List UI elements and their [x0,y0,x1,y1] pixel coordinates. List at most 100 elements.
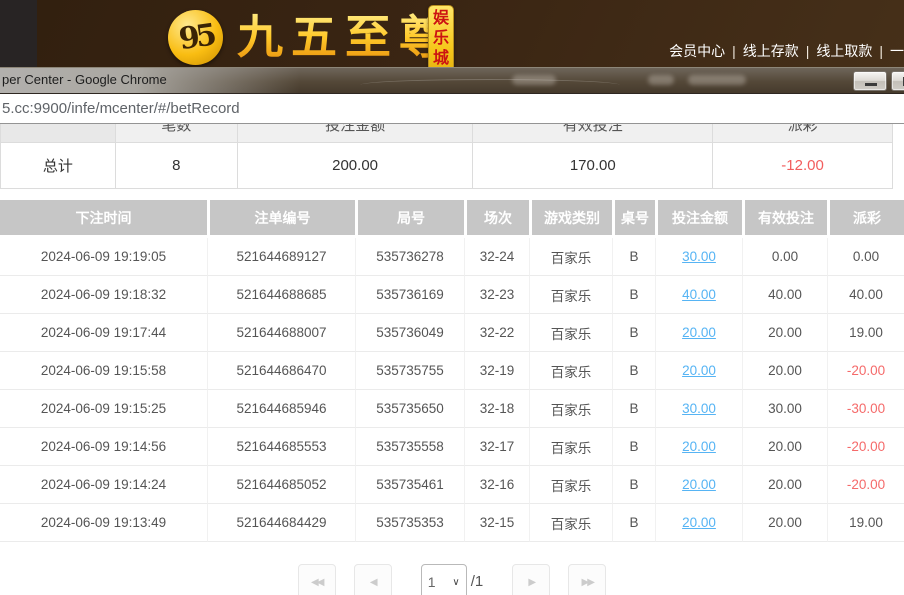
last-page-button[interactable]: ▶▶ [568,564,607,595]
url-text: 5.cc:9900/infe/mcenter/#/betRecord [2,100,240,117]
cell-game-type: 百家乐 [529,390,612,428]
bet-record-table: 下注时间 注单编号 局号 场次 游戏类别 桌号 投注金额 有效投注 派彩 202… [0,200,904,542]
cell-game-type: 百家乐 [529,276,612,314]
site-logo[interactable]: 95 九五至尊 [168,7,453,67]
cell-payout: 19.00 [827,504,904,542]
cell-payout: -20.00 [827,466,904,504]
cell-game-type: 百家乐 [529,466,612,504]
cell-payout: -20.00 [827,428,904,466]
summary-total-row: 总计 8 200.00 170.00 -12.00 [0,142,893,189]
prev-page-button[interactable]: ◀ [353,564,392,595]
cell-bet-time: 2024-06-09 19:15:25 [0,390,207,428]
cell-table-no: B [612,238,655,276]
col-header-round-id: 局号 [355,200,464,238]
nav-truncated-item[interactable]: 一 [890,43,904,59]
summary-bet-amount-value: 200.00 [236,142,474,189]
badge-char: 乐 [432,30,449,47]
bet-amount-link[interactable]: 20.00 [682,477,716,492]
table-row: 2024-06-09 19:13:49 521644684429 5357353… [0,504,904,542]
cell-bet-time: 2024-06-09 19:15:58 [0,352,207,390]
table-row: 2024-06-09 19:17:44 521644688007 5357360… [0,314,904,352]
cell-table-no: B [612,276,655,314]
cell-session: 32-16 [464,466,529,504]
bet-amount-link[interactable]: 20.00 [682,325,716,340]
window-title: per Center - Google Chrome [2,72,167,87]
cell-bet-time: 2024-06-09 19:19:05 [0,238,207,276]
cell-valid-bet: 0.00 [742,238,827,276]
cell-game-type: 百家乐 [529,352,612,390]
cell-round-id: 535736049 [355,314,464,352]
bet-record-page: 笔数 投注金额 有效投注 派彩 总计 8 200.00 170.00 -12.0… [0,106,904,595]
chevron-down-icon: ∨ [452,576,460,588]
browser-urlbar[interactable]: 5.cc:9900/infe/mcenter/#/betRecord [0,94,904,124]
cell-round-id: 535736169 [355,276,464,314]
col-header-bet-id: 注单编号 [207,200,355,238]
summary-valid-bet-value: 170.00 [472,142,714,189]
cell-payout: 19.00 [827,314,904,352]
bet-amount-link[interactable]: 30.00 [682,401,716,416]
cell-round-id: 535736278 [355,238,464,276]
page-total-label: /1 [470,573,484,590]
cell-payout: -30.00 [827,390,904,428]
cell-session: 32-22 [464,314,529,352]
cell-round-id: 535735558 [355,428,464,466]
desktop-background-corner [0,0,37,67]
summary-payout-value: -12.00 [712,142,893,189]
cell-bet-amount: 30.00 [655,238,742,276]
cell-bet-id: 521644685052 [207,466,355,504]
cell-bet-time: 2024-06-09 19:17:44 [0,314,207,352]
cell-payout: 0.00 [827,238,904,276]
page-select[interactable]: 1 ∨ [420,564,467,595]
first-page-button[interactable]: ◀◀ [297,564,336,595]
cell-session: 32-18 [464,390,529,428]
cell-bet-time: 2024-06-09 19:13:49 [0,504,207,542]
bet-amount-link[interactable]: 20.00 [682,439,716,454]
bet-amount-link[interactable]: 40.00 [682,287,716,302]
bet-amount-link[interactable]: 20.00 [682,515,716,530]
cell-table-no: B [612,314,655,352]
blurred-text [512,75,556,85]
minimize-button[interactable] [853,71,887,91]
logo-95-icon: 95 [168,9,223,65]
cell-valid-bet: 20.00 [742,314,827,352]
table-row: 2024-06-09 19:14:24 521644685052 5357354… [0,466,904,504]
logo-title: 九五至尊 [237,7,453,67]
bet-amount-link[interactable]: 30.00 [682,249,716,264]
cell-table-no: B [612,504,655,542]
col-header-bet-time: 下注时间 [0,200,207,238]
next-page-button[interactable]: ▶ [512,564,551,595]
table-row: 2024-06-09 19:19:05 521644689127 5357362… [0,238,904,276]
cell-session: 32-17 [464,428,529,466]
cell-bet-time: 2024-06-09 19:18:32 [0,276,207,314]
cell-valid-bet: 20.00 [742,428,827,466]
nav-online-deposit[interactable]: 线上存款 [742,43,799,59]
col-header-valid-bet: 有效投注 [742,200,827,238]
cell-valid-bet: 30.00 [742,390,827,428]
cell-table-no: B [612,390,655,428]
cell-session: 32-19 [464,352,529,390]
cell-valid-bet: 20.00 [742,352,827,390]
nav-member-center[interactable]: 会员中心 [669,43,726,59]
cell-bet-amount: 20.00 [655,428,742,466]
top-nav: 会员中心 | 线上存款 | 线上取款 | 一 [634,41,904,61]
cell-session: 32-24 [464,238,529,276]
cell-game-type: 百家乐 [529,504,612,542]
summary-total-label: 总计 [0,142,116,189]
cell-bet-id: 521644689127 [207,238,355,276]
nav-separator: | [732,43,736,59]
cell-round-id: 535735755 [355,352,464,390]
cell-session: 32-15 [464,504,529,542]
table-row: 2024-06-09 19:14:56 521644685553 5357355… [0,428,904,466]
browser-titlebar[interactable]: per Center - Google Chrome [0,67,904,94]
nav-online-withdraw[interactable]: 线上取款 [816,43,873,59]
table-row: 2024-06-09 19:18:32 521644688685 5357361… [0,276,904,314]
cell-table-no: B [612,428,655,466]
bet-amount-link[interactable]: 20.00 [682,363,716,378]
cell-valid-bet: 40.00 [742,276,827,314]
minimize-icon [865,83,877,86]
nav-separator: | [879,43,883,59]
maximize-button[interactable] [891,71,904,91]
cell-round-id: 535735353 [355,504,464,542]
cell-bet-id: 521644685553 [207,428,355,466]
